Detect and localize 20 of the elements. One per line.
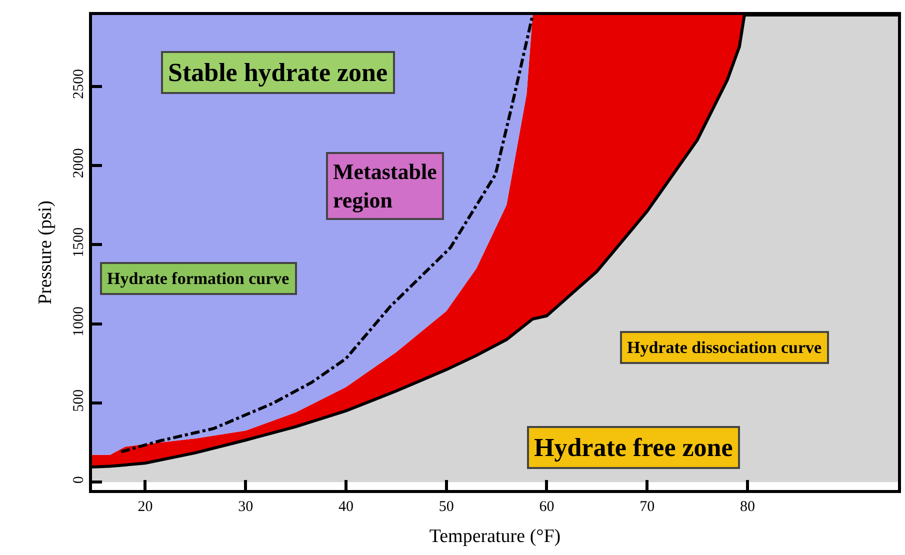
annotation: Hydrate formation curve (107, 269, 290, 288)
x-axis-title: Temperature (°F) (429, 526, 561, 547)
y-tick-label: 2500 (71, 69, 87, 99)
x-tick-label: 60 (539, 499, 554, 515)
x-tick-label: 80 (740, 499, 755, 515)
annotation: Hydrate free zone (534, 433, 733, 462)
annotation: Stable hydrate zone (168, 58, 388, 87)
y-tick-label: 1000 (71, 306, 87, 336)
y-tick-label: 0 (71, 476, 87, 484)
y-tick-label: 1500 (71, 227, 87, 258)
x-tick-label: 30 (238, 499, 254, 515)
x-tick-label: 70 (640, 499, 655, 515)
y-tick-label: 2000 (71, 148, 87, 178)
y-axis-title: Pressure (psi) (34, 200, 56, 304)
x-tick-label: 20 (138, 499, 153, 515)
annotation: Hydrate dissociation curve (627, 338, 822, 357)
x-tick-label: 40 (338, 499, 354, 515)
x-tick-label: 50 (438, 499, 454, 515)
annotation: Metastable region (333, 159, 438, 213)
y-tick-label: 500 (71, 389, 87, 412)
